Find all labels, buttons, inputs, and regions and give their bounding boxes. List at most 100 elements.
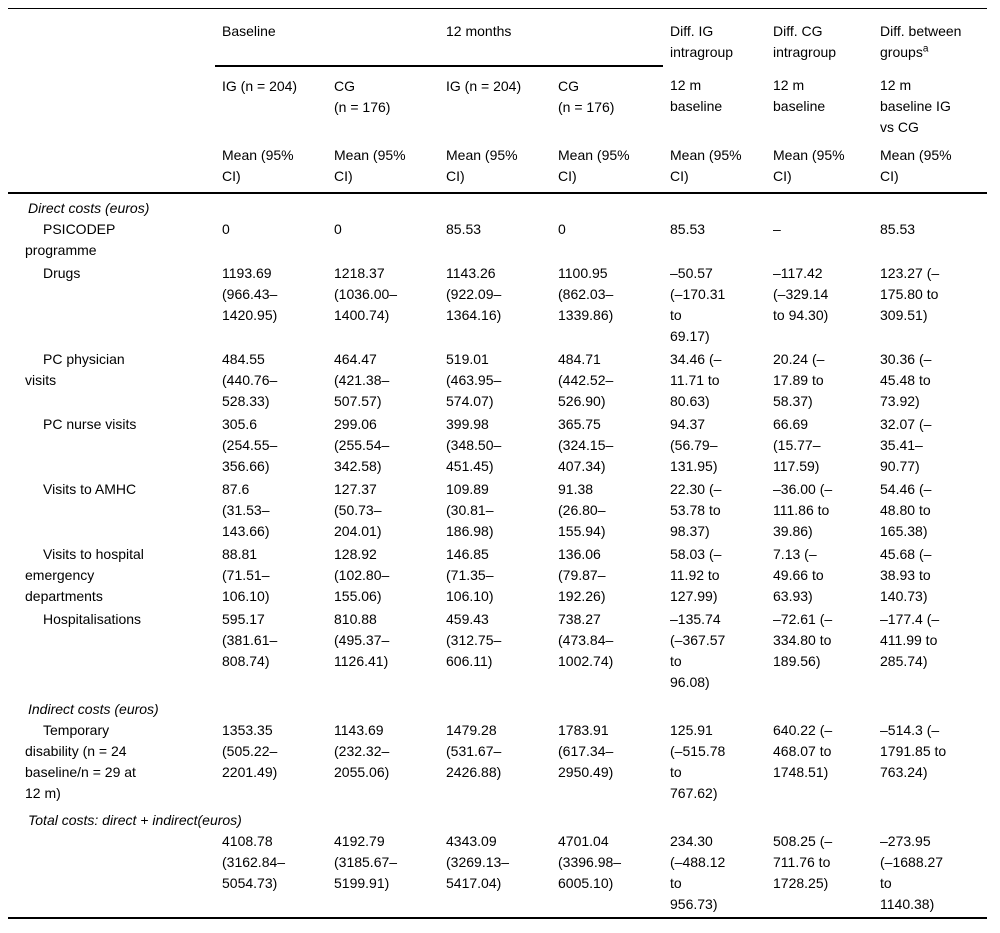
value-cell: 640.22 (– 468.07 to 1748.51)	[773, 722, 833, 780]
table-row-pc-physician-visits: PC physician visits 484.55 (440.76– 528.…	[8, 349, 987, 414]
value-cell: 94.37 (56.79– 131.95)	[670, 416, 718, 474]
value-cell: 484.55 (440.76– 528.33)	[222, 351, 278, 409]
value-cell: –50.57 (–170.31 to 69.17)	[670, 265, 726, 344]
value-cell: 519.01 (463.95– 574.07)	[446, 351, 502, 409]
table-row-visits-to-amhc: Visits to AMHC 87.6 (31.53– 143.66) 127.…	[8, 479, 987, 544]
column-header-12m-baseline-ig-vs-cg: 12 m baseline IG vs CG	[880, 77, 951, 135]
value-cell: –273.95 (–1688.27 to 1140.38)	[880, 833, 944, 912]
value-cell: 127.37 (50.73– 204.01)	[334, 481, 382, 539]
header-group-row: Baseline 12 months Diff. IG intragroup D…	[8, 8, 987, 67]
costs-table: Baseline 12 months Diff. IG intragroup D…	[8, 8, 988, 919]
value-cell: 66.69 (15.77– 117.59)	[773, 416, 821, 474]
section-row-indirect-costs: Indirect costs (euros)	[8, 695, 987, 720]
value-cell: 7.13 (– 49.66 to 63.93)	[773, 546, 824, 604]
table-row-hospitalisations: Hospitalisations 595.17 (381.61– 808.74)…	[8, 609, 987, 695]
value-cell: 1193.69 (966.43– 1420.95)	[222, 265, 278, 323]
column-header-ig-12m: IG (n = 204)	[446, 78, 522, 94]
value-cell: 595.17 (381.61– 808.74)	[222, 611, 278, 669]
value-cell: 87.6 (31.53– 143.66)	[222, 481, 270, 539]
section-title: Direct costs (euros)	[28, 200, 150, 216]
measure-header: Mean (95% CI)	[766, 138, 874, 194]
value-cell: 810.88 (495.37– 1126.41)	[334, 611, 390, 669]
value-cell: 459.43 (312.75– 606.11)	[446, 611, 502, 669]
value-cell: 4343.09 (3269.13– 5417.04)	[446, 833, 510, 891]
value-cell: 128.92 (102.80– 155.06)	[334, 546, 390, 604]
measure-header: Mean (95% CI)	[327, 138, 440, 194]
value-cell: 0	[334, 221, 342, 237]
row-label: PSICODEP programme	[25, 221, 116, 258]
column-header-ig-baseline: IG (n = 204)	[222, 78, 298, 94]
value-cell: 85.53	[880, 221, 916, 237]
value-cell: 88.81 (71.51– 106.10)	[222, 546, 270, 604]
column-header-12m-baseline-ig: 12 m baseline	[670, 77, 723, 114]
value-cell: 22.30 (– 53.78 to 98.37)	[670, 481, 722, 539]
row-label: Temporary disability (n = 24 baseline/n …	[25, 722, 136, 801]
column-header-diff-between: Diff. between groupsa	[873, 9, 987, 67]
header-subgroup-row: IG (n = 204) CG (n = 176) IG (n = 204) C…	[8, 66, 987, 138]
value-cell: 85.53	[670, 221, 706, 237]
column-header-diff-ig: Diff. IG intragroup	[670, 23, 734, 60]
value-cell: 109.89 (30.81– 186.98)	[446, 481, 494, 539]
header-text: Diff. between groups	[880, 23, 962, 60]
value-cell: 54.46 (– 48.80 to 165.38)	[880, 481, 932, 539]
value-cell: 1143.26 (922.09– 1364.16)	[446, 265, 502, 323]
value-cell: 299.06 (255.54– 342.58)	[334, 416, 390, 474]
value-cell: 4108.78 (3162.84– 5054.73)	[222, 833, 286, 891]
value-cell: 91.38 (26.80– 155.94)	[558, 481, 606, 539]
value-cell: 508.25 (– 711.76 to 1728.25)	[773, 833, 833, 891]
measure-header: Mean (95% CI)	[873, 138, 988, 194]
value-cell: 365.75 (324.15– 407.34)	[558, 416, 614, 474]
header-measure-row: Mean (95% CI) Mean (95% CI) Mean (95% CI…	[8, 138, 988, 194]
value-cell: 464.47 (421.38– 507.57)	[334, 351, 390, 409]
value-cell: 85.53	[446, 221, 482, 237]
value-cell: 1353.35 (505.22– 2201.49)	[222, 722, 278, 780]
section-title: Indirect costs (euros)	[28, 701, 159, 717]
table-row-hospital-emergency: Visits to hospital emergency departments…	[8, 544, 987, 609]
value-cell: 4701.04 (3396.98– 6005.10)	[558, 833, 622, 891]
value-cell: 125.91 (–515.78 to 767.62)	[670, 722, 726, 801]
value-cell: 738.27 (473.84– 1002.74)	[558, 611, 614, 669]
section-title: Total costs: direct + indirect(euros)	[28, 812, 242, 828]
table-row-drugs: Drugs 1193.69 (966.43– 1420.95) 1218.37 …	[8, 263, 987, 349]
empty-header-cell	[8, 9, 215, 67]
table-row-total: 4108.78 (3162.84– 5054.73) 4192.79 (3185…	[8, 831, 987, 918]
row-label: Drugs	[43, 265, 81, 281]
value-cell: 234.30 (–488.12 to 956.73)	[670, 833, 726, 912]
row-label: PC nurse visits	[43, 416, 137, 432]
row-label: Visits to hospital emergency departments	[25, 546, 144, 604]
value-cell: 20.24 (– 17.89 to 58.37)	[773, 351, 825, 409]
value-cell: 1100.95 (862.03– 1339.86)	[558, 265, 614, 323]
section-row-direct-costs: Direct costs (euros)	[8, 193, 987, 219]
measure-header: Mean (95% CI)	[439, 138, 552, 194]
value-cell: –177.4 (– 411.99 to 285.74)	[880, 611, 940, 669]
value-cell: 1143.69 (232.32– 2055.06)	[334, 722, 390, 780]
value-cell: 45.68 (– 38.93 to 140.73)	[880, 546, 932, 604]
value-cell: 30.36 (– 45.48 to 73.92)	[880, 351, 932, 409]
column-header-cg-baseline: CG (n = 176)	[334, 78, 391, 115]
table-row-temporary-disability: Temporary disability (n = 24 baseline/n …	[8, 720, 987, 806]
section-row-total-costs: Total costs: direct + indirect(euros)	[8, 806, 987, 831]
empty-header-cell	[8, 138, 215, 194]
column-header-12m-baseline-cg: 12 m baseline	[773, 77, 826, 114]
value-cell: 58.03 (– 11.92 to 127.99)	[670, 546, 722, 604]
table-row-psicodep: PSICODEP programme 0 0 85.53 0 85.53 – 8…	[8, 219, 987, 263]
column-header-diff-cg: Diff. CG intragroup	[773, 23, 837, 60]
value-cell: 0	[558, 221, 566, 237]
column-group-baseline: Baseline	[215, 8, 440, 67]
value-cell: 1479.28 (531.67– 2426.88)	[446, 722, 502, 780]
table-row-pc-nurse-visits: PC nurse visits 305.6 (254.55– 356.66) 2…	[8, 414, 987, 479]
value-cell: –117.42 (–329.14 to 94.30)	[773, 265, 829, 323]
value-cell: –135.74 (–367.57 to 96.08)	[670, 611, 726, 690]
value-cell: –72.61 (– 334.80 to 189.56)	[773, 611, 833, 669]
row-label: Hospitalisations	[43, 611, 142, 627]
column-header-cg-12m: CG (n = 176)	[558, 78, 615, 115]
value-cell: 4192.79 (3185.67– 5199.91)	[334, 833, 398, 891]
value-cell: 0	[222, 221, 230, 237]
value-cell: 305.6 (254.55– 356.66)	[222, 416, 278, 474]
row-label: Visits to AMHC	[43, 481, 137, 497]
value-cell: 123.27 (– 175.80 to 309.51)	[880, 265, 940, 323]
value-cell: –514.3 (– 1791.85 to 763.24)	[880, 722, 947, 780]
value-cell: 136.06 (79.87– 192.26)	[558, 546, 606, 604]
measure-header: Mean (95% CI)	[663, 138, 767, 194]
